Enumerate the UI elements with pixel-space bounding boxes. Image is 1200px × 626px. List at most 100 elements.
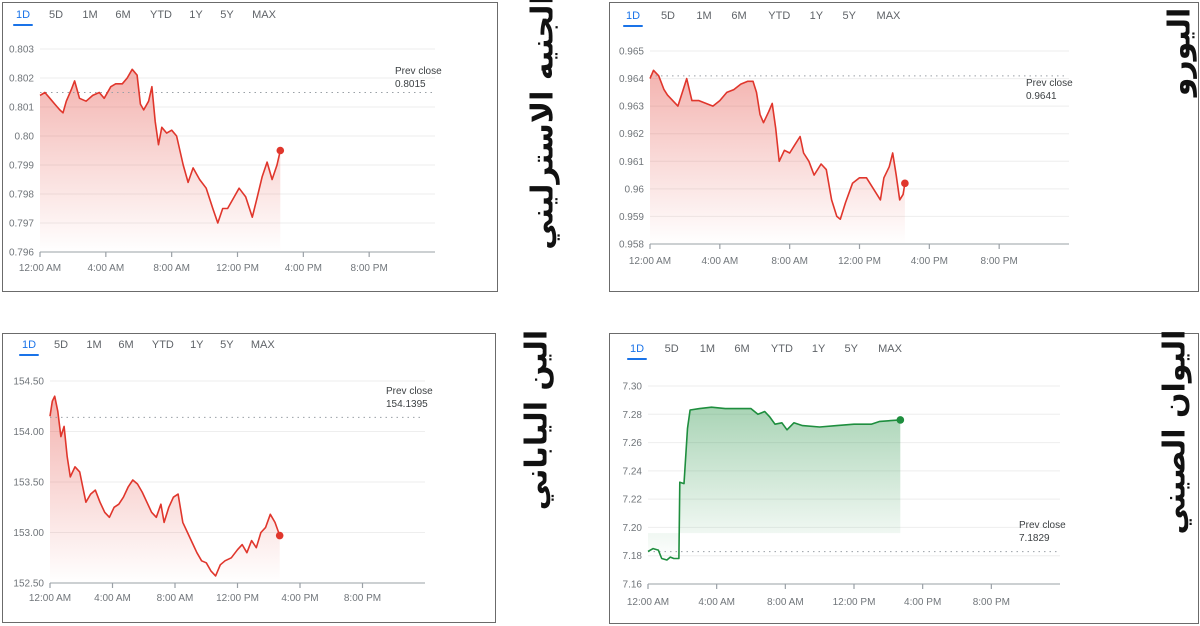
- tab-6m[interactable]: 6M: [118, 339, 134, 351]
- x-tick-label: 4:00 AM: [701, 256, 738, 267]
- y-tick-label: 0.799: [9, 161, 34, 172]
- x-tick-label: 8:00 PM: [981, 256, 1018, 267]
- x-tick-label: 12:00 PM: [838, 256, 881, 267]
- x-tick-label: 8:00 AM: [157, 593, 194, 604]
- area-fill: [650, 70, 905, 244]
- prev-close-label: Prev close: [1026, 78, 1073, 89]
- current-price-dot: [901, 179, 909, 188]
- tab-1y[interactable]: 1Y: [190, 339, 204, 351]
- tab-max[interactable]: MAX: [876, 10, 901, 22]
- x-tick-label: 8:00 AM: [153, 263, 190, 274]
- tab-6m[interactable]: 6M: [731, 10, 747, 22]
- x-tick-label: 4:00 PM: [281, 593, 318, 604]
- y-tick-label: 7.24: [623, 466, 643, 477]
- prev-close-value: 154.1395: [386, 399, 428, 410]
- x-tick-label: 8:00 PM: [351, 263, 388, 274]
- chart-cny: 7.30 7.28 7.26 7.24 7.22 7.20 7.18 7.16 12:00 AM…: [623, 382, 1067, 609]
- tab-5d[interactable]: 5D: [664, 343, 679, 355]
- price-line: [39, 68, 282, 224]
- x-tick-label: 4:00 AM: [87, 263, 124, 274]
- x-tick-label: 8:00 PM: [344, 593, 381, 604]
- y-tick-label: 0.797: [9, 219, 34, 230]
- y-tick-label: 154.50: [13, 377, 44, 388]
- tab-ytd[interactable]: YTD: [151, 339, 174, 351]
- y-tick-label: 0.803: [9, 45, 34, 56]
- y-tick-label: 0.802: [9, 74, 34, 85]
- y-tick-label: 153.00: [13, 528, 44, 539]
- tab-5y[interactable]: 5Y: [842, 10, 856, 22]
- y-tick-label: 7.20: [623, 523, 643, 534]
- prev-close-label: Prev close: [386, 386, 433, 397]
- area-fill: [50, 396, 280, 583]
- y-tick-label: 0.958: [619, 240, 644, 251]
- prev-close-value: 0.9641: [1026, 91, 1057, 102]
- price-line: [49, 395, 281, 577]
- y-tick-label: 7.28: [623, 410, 643, 421]
- tab-5y[interactable]: 5Y: [844, 343, 858, 355]
- current-price-dot: [275, 531, 284, 540]
- y-tick-label: 0.798: [9, 190, 34, 201]
- x-tick-label: 12:00 AM: [29, 593, 71, 604]
- x-tick-label: 4:00 AM: [94, 593, 131, 604]
- y-tick-label: 0.96: [625, 184, 645, 195]
- tab-5y[interactable]: 5Y: [220, 9, 234, 21]
- x-tick-label: 12:00 AM: [627, 597, 669, 608]
- tab-5d[interactable]: 5D: [660, 10, 675, 22]
- tab-max[interactable]: MAX: [250, 339, 275, 351]
- x-tick-label: 4:00 PM: [904, 597, 941, 608]
- y-tick-label: 0.965: [619, 47, 644, 58]
- tab-5d[interactable]: 5D: [48, 9, 64, 21]
- y-tick-label: 0.962: [619, 129, 644, 140]
- y-tick-label: 7.16: [623, 580, 643, 591]
- tab-1d[interactable]: 1D: [18, 339, 40, 356]
- chart-eur: 0.965 0.964 0.963 0.962 0.961 0.96 0.959 0.958 1…: [619, 47, 1073, 268]
- y-tick-label: 0.801: [9, 103, 34, 114]
- tab-ytd[interactable]: YTD: [768, 10, 791, 22]
- tab-1m[interactable]: 1M: [82, 9, 98, 21]
- x-tick-label: 8:00 AM: [771, 256, 808, 267]
- tab-1y[interactable]: 1Y: [811, 343, 826, 355]
- tab-1y[interactable]: 1Y: [189, 9, 203, 21]
- tab-1y[interactable]: 1Y: [809, 10, 824, 22]
- tab-1m[interactable]: 1M: [696, 10, 712, 22]
- tab-6m[interactable]: 6M: [734, 343, 750, 355]
- y-tick-label: 0.964: [619, 74, 644, 85]
- y-tick-label: 0.959: [619, 212, 644, 223]
- current-price-dot: [896, 416, 905, 424]
- chart-jpy: 154.50 154.00 153.50 153.00 152.50 12:00 AM 4:…: [13, 377, 433, 605]
- x-tick-label: 12:00 AM: [19, 263, 61, 274]
- x-tick-label: 4:00 PM: [285, 263, 322, 274]
- y-tick-label: 152.50: [13, 579, 44, 590]
- price-line: [647, 406, 901, 561]
- prev-close-label: Prev close: [1019, 520, 1066, 531]
- y-tick-label: 7.26: [623, 438, 643, 449]
- x-tick-label: 12:00 PM: [216, 263, 259, 274]
- tab-1d[interactable]: 1D: [12, 9, 34, 26]
- tab-max[interactable]: MAX: [252, 9, 276, 21]
- x-tick-label: 8:00 AM: [767, 597, 804, 608]
- tab-1m[interactable]: 1M: [699, 343, 715, 355]
- tab-max[interactable]: MAX: [878, 343, 902, 355]
- tab-5d[interactable]: 5D: [53, 339, 69, 351]
- tab-5y[interactable]: 5Y: [220, 339, 234, 351]
- y-tick-label: 0.961: [619, 157, 644, 168]
- y-tick-label: 7.22: [623, 495, 643, 506]
- y-tick-label: 0.963: [619, 102, 644, 113]
- x-tick-label: 12:00 PM: [833, 597, 876, 608]
- tab-1d[interactable]: 1D: [626, 343, 648, 360]
- tab-1d[interactable]: 1D: [622, 10, 644, 27]
- chart-gbp: 0.803 0.802 0.801 0.80 0.799 0.798 0.797 0.796 1…: [9, 45, 442, 275]
- tab-ytd[interactable]: YTD: [770, 343, 793, 355]
- prev-close-value: 0.8015: [395, 79, 426, 90]
- y-tick-label: 0.796: [9, 248, 34, 259]
- y-tick-label: 153.50: [13, 478, 44, 489]
- prev-close-value: 7.1829: [1019, 533, 1050, 544]
- tab-1m[interactable]: 1M: [86, 339, 102, 351]
- price-line: [649, 69, 906, 220]
- tab-6m[interactable]: 6M: [115, 9, 131, 21]
- y-tick-label: 7.30: [623, 382, 643, 393]
- x-tick-label: 8:00 PM: [973, 597, 1010, 608]
- y-tick-label: 0.80: [15, 132, 35, 143]
- current-price-dot: [276, 146, 285, 155]
- tab-ytd[interactable]: YTD: [150, 9, 172, 21]
